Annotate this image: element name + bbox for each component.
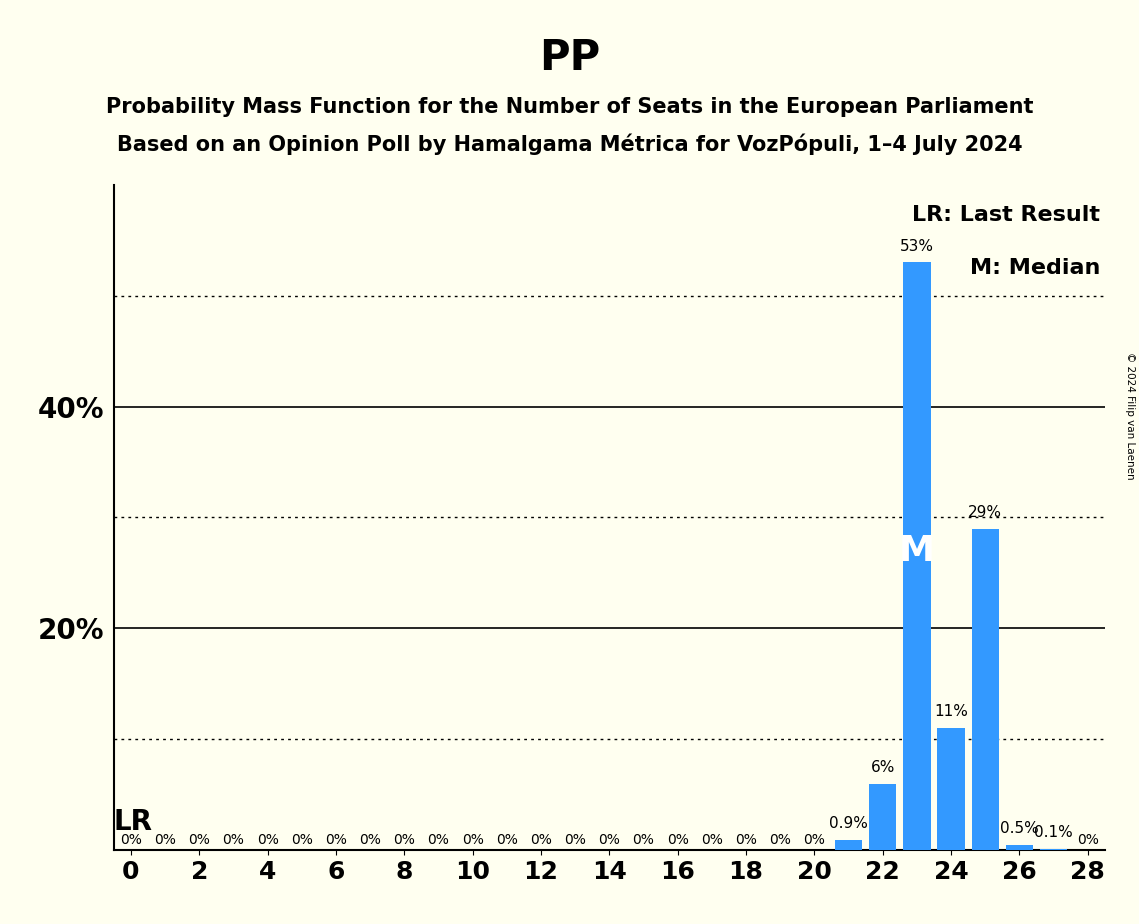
- Bar: [835, 840, 862, 850]
- Text: Probability Mass Function for the Number of Seats in the European Parliament: Probability Mass Function for the Number…: [106, 97, 1033, 117]
- Text: LR: LR: [114, 808, 153, 836]
- Text: 0%: 0%: [530, 833, 552, 846]
- Text: 0%: 0%: [359, 833, 382, 846]
- Text: 0.1%: 0.1%: [1034, 825, 1073, 840]
- Text: 6%: 6%: [870, 760, 895, 774]
- Text: 0%: 0%: [735, 833, 757, 846]
- Text: 0%: 0%: [154, 833, 177, 846]
- Bar: [1040, 849, 1067, 850]
- Text: PP: PP: [539, 37, 600, 79]
- Text: 11%: 11%: [934, 704, 968, 719]
- Text: 0%: 0%: [564, 833, 587, 846]
- Text: 0%: 0%: [325, 833, 347, 846]
- Text: 0%: 0%: [461, 833, 484, 846]
- Text: 0%: 0%: [632, 833, 655, 846]
- Text: 0.5%: 0.5%: [1000, 821, 1039, 835]
- Text: 29%: 29%: [968, 505, 1002, 519]
- Text: 0%: 0%: [120, 833, 142, 846]
- Bar: [869, 784, 896, 850]
- Text: 0%: 0%: [188, 833, 211, 846]
- Bar: [903, 262, 931, 850]
- Text: 0%: 0%: [1076, 833, 1099, 846]
- Text: © 2024 Filip van Laenen: © 2024 Filip van Laenen: [1125, 352, 1134, 480]
- Text: 0%: 0%: [700, 833, 723, 846]
- Text: 0%: 0%: [803, 833, 826, 846]
- Text: Based on an Opinion Poll by Hamalgama Métrica for VozPópuli, 1–4 July 2024: Based on an Opinion Poll by Hamalgama Mé…: [116, 134, 1023, 155]
- Text: 0%: 0%: [666, 833, 689, 846]
- Text: 0%: 0%: [222, 833, 245, 846]
- Text: 0%: 0%: [769, 833, 792, 846]
- Bar: [1006, 845, 1033, 850]
- Bar: [972, 529, 999, 850]
- Bar: [937, 728, 965, 850]
- Text: 0%: 0%: [495, 833, 518, 846]
- Text: 0%: 0%: [598, 833, 621, 846]
- Text: 0%: 0%: [427, 833, 450, 846]
- Text: 0.9%: 0.9%: [829, 816, 868, 832]
- Text: M: M: [899, 534, 935, 567]
- Text: 0%: 0%: [393, 833, 416, 846]
- Text: 53%: 53%: [900, 238, 934, 253]
- Text: 0%: 0%: [256, 833, 279, 846]
- Text: 0%: 0%: [290, 833, 313, 846]
- Text: M: Median: M: Median: [969, 258, 1100, 278]
- Text: LR: Last Result: LR: Last Result: [912, 205, 1100, 225]
